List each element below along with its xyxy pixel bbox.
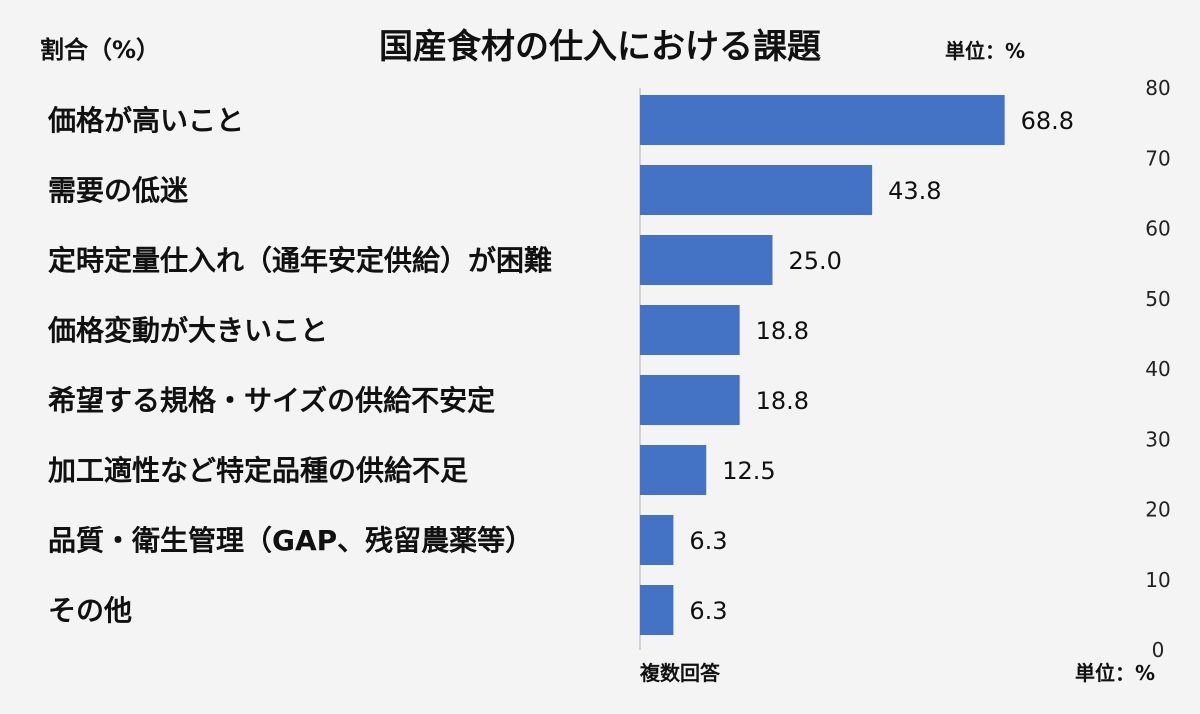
bar xyxy=(640,235,773,285)
tick-label: 10 xyxy=(1145,568,1170,592)
bar xyxy=(640,515,674,565)
tick-label: 0 xyxy=(1152,638,1165,662)
tick-label: 20 xyxy=(1145,498,1170,522)
bar xyxy=(640,375,740,425)
value-label: 6.3 xyxy=(689,597,727,625)
tick-label: 80 xyxy=(1145,76,1170,100)
y-axis-label: 割合（%） xyxy=(40,36,160,64)
value-label: 12.5 xyxy=(722,457,775,485)
value-label: 25.0 xyxy=(789,247,842,275)
category-label: その他 xyxy=(48,594,132,627)
category-label: 需要の低迷 xyxy=(48,174,189,207)
bar xyxy=(640,585,674,635)
note-label: 複数回答 xyxy=(640,661,721,685)
bar xyxy=(640,305,740,355)
category-label: 価格変動が大きいこと xyxy=(47,314,328,347)
tick-label: 40 xyxy=(1145,357,1170,381)
value-label: 68.8 xyxy=(1021,107,1074,135)
tick-label: 50 xyxy=(1145,287,1170,311)
category-label: 価格が高いこと xyxy=(47,104,244,137)
category-label: 加工適性など特定品種の供給不足 xyxy=(48,454,468,487)
category-label: 品質・衛生管理（GAP、残留農薬等） xyxy=(48,524,533,557)
tick-label: 70 xyxy=(1145,146,1170,170)
bar xyxy=(640,95,1005,145)
value-label: 18.8 xyxy=(756,387,809,415)
bar xyxy=(640,445,707,495)
bars-group: 価格が高いこと 68.8 需要の低迷 43.8 定時定量仕入れ（通年安定供給）が困難 25… xyxy=(47,95,1074,635)
bar xyxy=(640,165,873,215)
unit-label-bottom: 単位：% xyxy=(1075,661,1155,685)
category-label: 希望する規格・サイズの供給不安定 xyxy=(48,384,495,417)
ticks-group: 80 70 60 50 40 30 20 10 0 xyxy=(1145,76,1170,662)
category-label: 定時定量仕入れ（通年安定供給）が困難 xyxy=(48,244,552,277)
tick-label: 30 xyxy=(1145,427,1170,451)
chart-title: 国産食材の仕入における課題 xyxy=(379,27,821,67)
tick-label: 60 xyxy=(1145,217,1170,241)
unit-label-top: 単位：% xyxy=(945,39,1025,63)
value-label: 18.8 xyxy=(756,317,809,345)
value-label: 43.8 xyxy=(888,177,941,205)
value-label: 6.3 xyxy=(689,527,727,555)
